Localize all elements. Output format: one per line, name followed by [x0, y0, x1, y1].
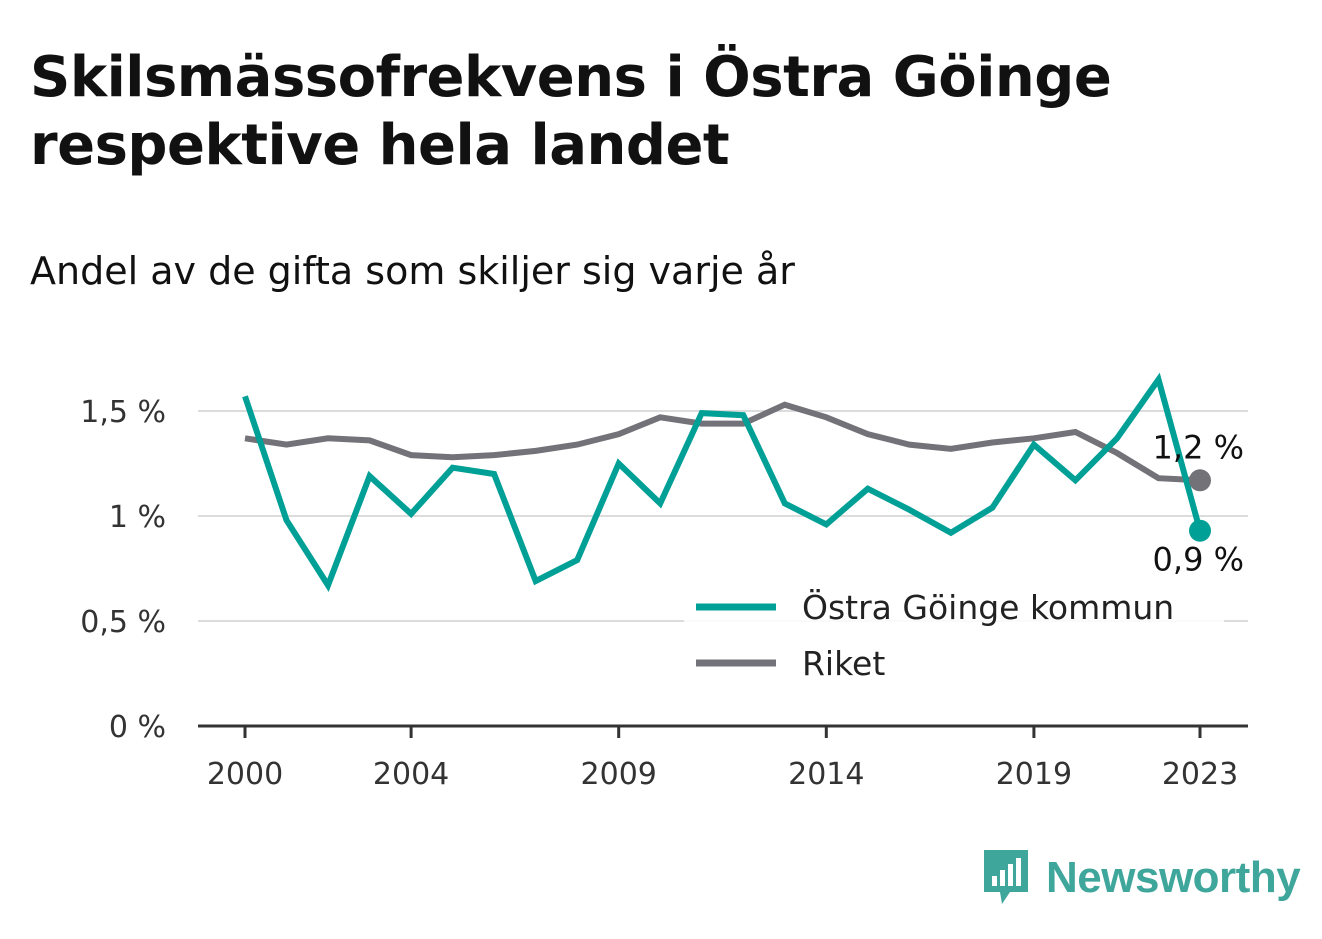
y-tick-label: 1 %: [109, 500, 166, 535]
x-axis-ticks: 2000 2004 2009 2014 2019 2023: [207, 726, 1238, 792]
legend-label-ostra-goinge: Östra Göinge kommun: [802, 587, 1174, 627]
legend-background: [684, 580, 1224, 690]
chart-subtitle: Andel av de gifta som skiljer sig varje …: [30, 249, 795, 293]
grid-lines: [198, 410, 1248, 728]
end-marker-riket: [1189, 469, 1211, 492]
brand: Newsworthy: [980, 848, 1301, 908]
newsworthy-logo-icon: [984, 850, 1028, 904]
legend-label-riket: Riket: [802, 644, 885, 683]
x-tick-label: 2019: [996, 757, 1072, 792]
end-label-riket: 1,2 %: [1153, 428, 1244, 466]
y-axis-ticks: 0 % 0,5 % 1 % 1,5 %: [80, 395, 166, 745]
end-marker-ostra-goinge: [1189, 519, 1211, 542]
end-markers: 1,2 % 0,9 %: [1153, 428, 1244, 578]
x-tick-label: 2014: [788, 757, 864, 792]
y-tick-label: 0,5 %: [80, 605, 166, 640]
x-tick-label: 2023: [1162, 757, 1238, 792]
series-line-riket: [244, 401, 1201, 484]
brand-name: Newsworthy: [1046, 853, 1301, 902]
chart-title: Skilsmässofrekvens i Östra Göinge respek…: [30, 45, 1112, 178]
x-tick-label: 2004: [373, 757, 449, 792]
series-lines: [242, 372, 1203, 592]
end-label-ostra-goinge: 0,9 %: [1153, 541, 1244, 579]
series-line-ostra-goinge: [242, 372, 1203, 592]
x-tick-label: 2009: [581, 757, 657, 792]
legend: Östra Göinge kommun Riket: [684, 580, 1224, 690]
y-tick-label: 1,5 %: [80, 395, 166, 430]
x-tick-label: 2000: [207, 757, 283, 792]
y-tick-label: 0 %: [109, 710, 166, 745]
